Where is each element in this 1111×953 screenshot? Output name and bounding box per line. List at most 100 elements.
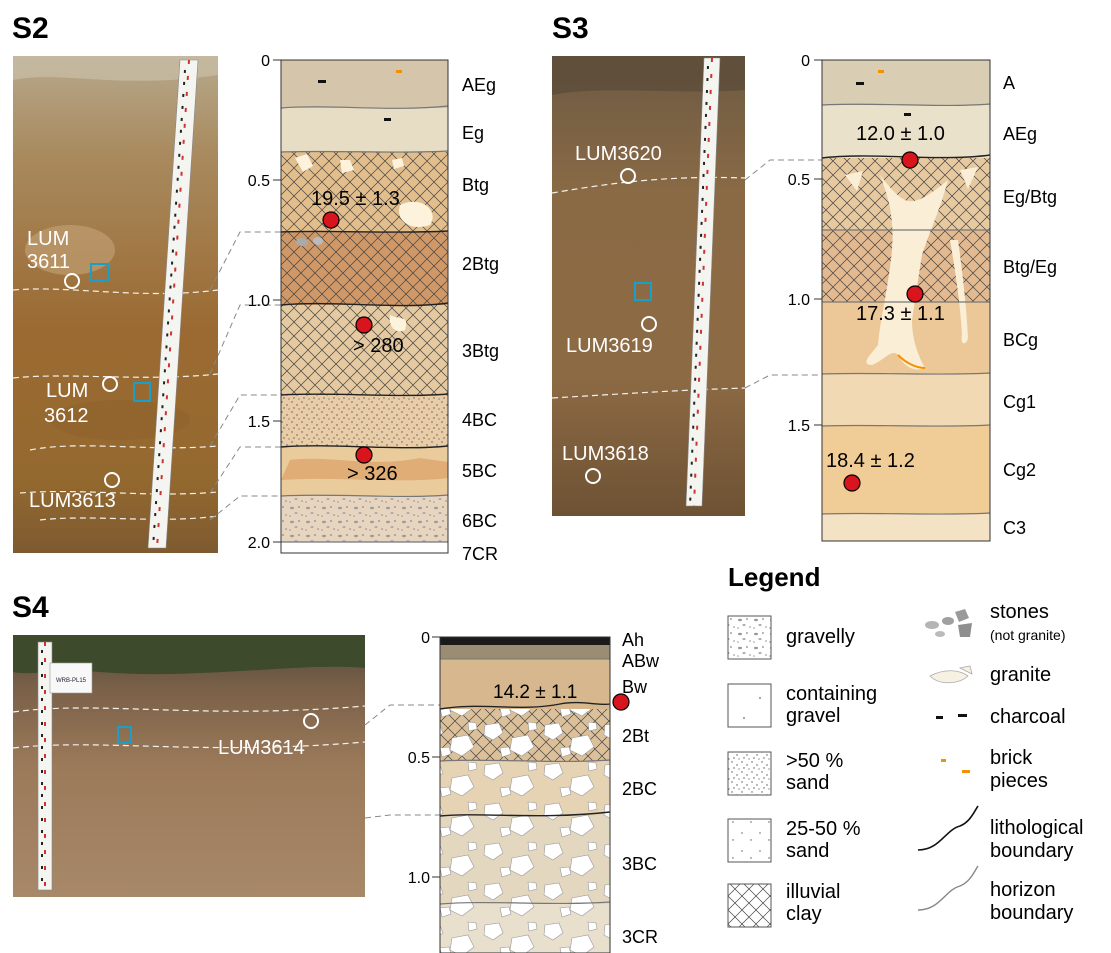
panel-title-s2: S2 (12, 12, 49, 45)
depth-tick: 0 (261, 53, 270, 70)
sample-label-lum3612-b: 3612 (44, 405, 89, 427)
sample-circle-lum3620 (620, 168, 636, 184)
sample-box-s2-a (90, 263, 109, 282)
sample-circle-lum3613 (104, 472, 120, 488)
legend-symbol-horizon-boundary (917, 865, 979, 911)
s4-horizon-labels: Ah ABw Bw 2Bt 2BC 3BC 3CR (622, 630, 660, 947)
legend-symbol-stones (925, 609, 972, 637)
legend-label-containing-gravel: containing (786, 683, 877, 705)
sample-label-lum3620: LUM3620 (575, 143, 662, 165)
depth-tick: 0 (801, 53, 810, 70)
dating-point-s4-1 (612, 693, 630, 711)
horizon-label: Ah (622, 630, 644, 650)
legend-symbol-granite (929, 665, 973, 684)
dating-point-s3-3 (843, 474, 861, 492)
age-label-s2-1: 19.5 ± 1.3 (311, 188, 400, 210)
horizon-label: 5BC (462, 461, 497, 481)
depth-tick: 1.5 (788, 418, 810, 435)
legend-swatch-gravelly (727, 615, 772, 660)
sample-box-s3 (634, 282, 652, 301)
profile-sign (49, 662, 93, 694)
s2-depth-axis: 0 0.5 1.0 1.5 2.0 (248, 53, 281, 552)
legend-label-gravelly: gravelly (786, 626, 855, 648)
sample-label-lum3613: LUM3613 (29, 490, 116, 512)
legend-label-brick: pieces (990, 770, 1048, 792)
sample-circle-lum3619 (641, 316, 657, 332)
s4-photo: WRB-PL15 LUM3614 (12, 635, 366, 897)
horizon-label: Bw (622, 677, 648, 697)
age-label-s3-1: 12.0 ± 1.0 (856, 123, 945, 145)
measuring-rule-s3 (685, 57, 721, 507)
legend-label-granite: granite (990, 664, 1051, 686)
dating-point-s2-1 (322, 211, 340, 229)
legend-label-stones-note: (not granite) (990, 627, 1065, 643)
age-label-s2-2: > 280 (353, 335, 404, 357)
horizon-label: 3Btg (462, 341, 499, 361)
legend-label-illuvial-clay: clay (786, 903, 822, 925)
legend-label-charcoal: charcoal (990, 706, 1066, 728)
legend-swatch-sand-gt50 (727, 751, 772, 796)
horizon-label: AEg (1003, 124, 1037, 144)
depth-tick: 2.0 (248, 535, 270, 552)
legend-label-stones: stones (990, 601, 1049, 623)
legend-label-horizon: horizon (990, 879, 1056, 901)
sample-box-s2-b (133, 382, 151, 402)
sample-circle-lum3611 (64, 273, 80, 289)
legend-label-sand-25-50: sand (786, 840, 829, 862)
depth-tick: 0.5 (248, 173, 270, 190)
horizon-label: 2BC (622, 779, 657, 799)
measuring-rule-s4 (37, 641, 53, 891)
depth-tick: 0.5 (788, 172, 810, 189)
legend-symbol-lithological-boundary (917, 805, 979, 851)
depth-tick: 1.0 (408, 870, 430, 887)
s4-depth-axis: 0 0.5 1.0 (408, 630, 440, 887)
dating-point-s3-1 (901, 151, 919, 169)
s2-horizon-labels: AEg Eg Btg 2Btg 3Btg 4BC 5BC 6BC 7CR (462, 75, 499, 564)
s4-profile-column (439, 636, 630, 953)
legend-label-sand-gt50: >50 % (786, 750, 843, 772)
horizon-label: Cg2 (1003, 460, 1036, 480)
horizon-label: Eg/Btg (1003, 187, 1057, 207)
horizon-label: 2Bt (622, 726, 649, 746)
depth-tick: 1.0 (788, 292, 810, 309)
measuring-rule-s2 (147, 59, 199, 549)
sample-circle-lum3614 (303, 713, 319, 729)
legend-label-brick: brick (990, 747, 1033, 769)
horizon-label: A (1003, 73, 1015, 93)
horizon-label: Btg/Eg (1003, 257, 1057, 277)
s3-photo: LUM3620 LUM3619 LUM3618 (551, 56, 746, 516)
depth-tick: 0.5 (408, 750, 430, 767)
depth-tick: 1.0 (248, 293, 270, 310)
horizon-label: Eg (462, 123, 484, 143)
sample-circle-lum3612 (102, 376, 118, 392)
legend-swatch-illuvial-clay (727, 883, 772, 928)
s3-horizon-labels: A AEg Eg/Btg Btg/Eg BCg Cg1 Cg2 C3 (1003, 73, 1057, 538)
horizon-label: Cg1 (1003, 392, 1036, 412)
sample-box-s4 (117, 726, 132, 744)
horizon-label: AEg (462, 75, 496, 95)
legend-symbol-charcoal (936, 714, 967, 719)
legend: gravelly containing gravel >50 % sand 25… (727, 601, 1083, 928)
sample-label-lum3612-a: LUM (46, 380, 88, 402)
s2-photo: LUM 3611 LUM 3612 LUM3613 (12, 56, 219, 553)
s3-depth-axis: 0 0.5 1.0 1.5 (788, 53, 822, 435)
legend-label-horizon: boundary (990, 902, 1073, 924)
panel-title-s4: S4 (12, 591, 49, 624)
dating-point-s2-3 (355, 446, 373, 464)
legend-title: Legend (728, 562, 820, 592)
dating-point-s2-2 (355, 316, 373, 334)
sample-label-lum3611-b: 3611 (27, 251, 70, 273)
horizon-label: C3 (1003, 518, 1026, 538)
horizon-label: 6BC (462, 511, 497, 531)
sample-label-lum3618: LUM3618 (562, 443, 649, 465)
legend-symbol-brick (941, 759, 970, 773)
s2-profile-column (280, 59, 449, 554)
legend-swatch-sand-25-50 (727, 818, 772, 863)
age-label-s2-3: > 326 (347, 463, 398, 485)
horizon-label: 3BC (622, 854, 657, 874)
legend-label-containing-gravel: gravel (786, 705, 840, 727)
age-label-s3-2: 17.3 ± 1.1 (856, 303, 945, 325)
horizon-label: Btg (462, 175, 489, 195)
s3-profile-column (821, 59, 991, 542)
